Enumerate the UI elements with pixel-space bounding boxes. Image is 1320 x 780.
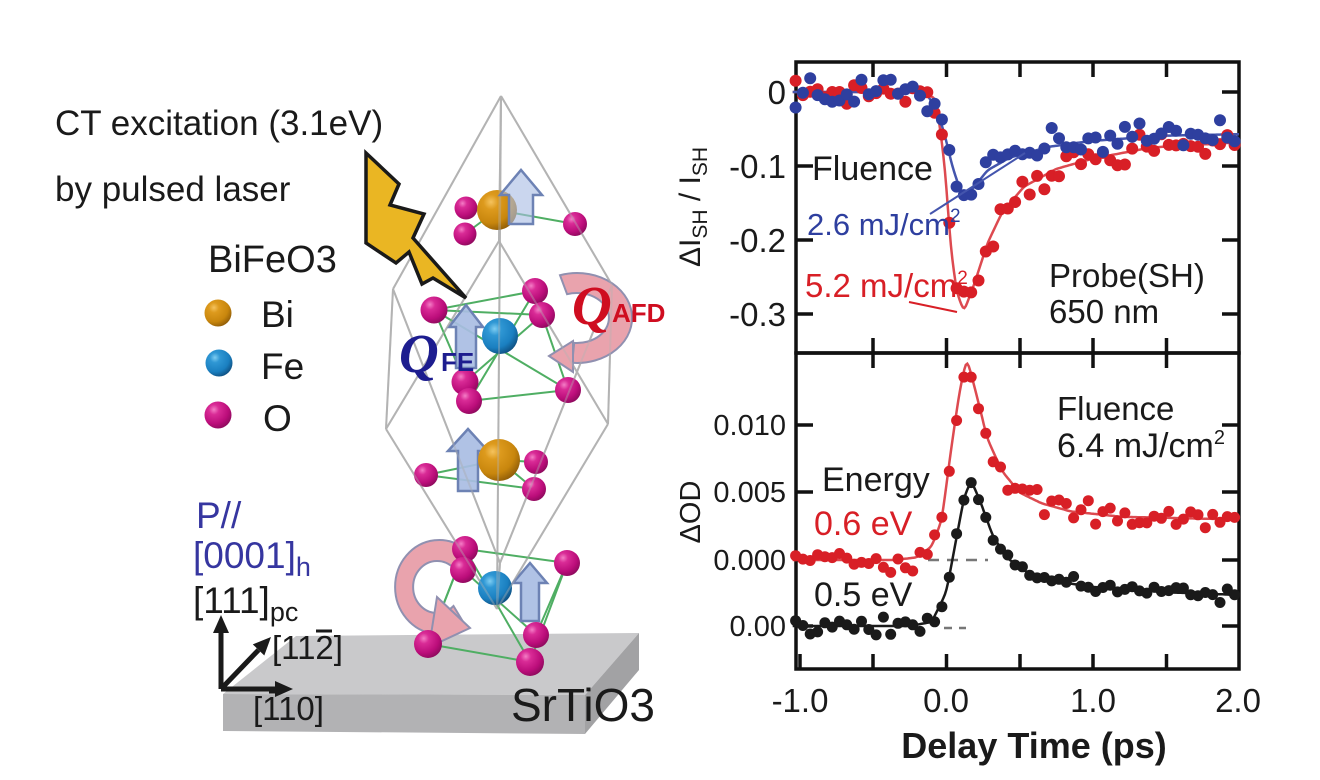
svg-text:BiFeO3: BiFeO3 xyxy=(208,239,337,281)
svg-text:O: O xyxy=(263,398,292,439)
svg-text:SrTiO3: SrTiO3 xyxy=(511,679,655,731)
svg-text:[112]: [112] xyxy=(272,629,343,666)
svg-text:Q: Q xyxy=(399,323,439,384)
svg-text:0.00: 0.00 xyxy=(730,611,786,643)
svg-text:0: 0 xyxy=(768,74,786,111)
svg-text:-0.2: -0.2 xyxy=(729,222,786,259)
svg-text:Fluence: Fluence xyxy=(1057,390,1174,427)
svg-text:by pulsed laser: by pulsed laser xyxy=(55,170,291,209)
svg-text:Energy: Energy xyxy=(822,461,930,499)
svg-text:2.6 mJ/cm2: 2.6 mJ/cm2 xyxy=(807,206,961,242)
svg-text:ΔISH / ISH: ΔISH / ISH xyxy=(674,147,712,267)
svg-text:0.6 eV: 0.6 eV xyxy=(814,505,913,543)
svg-text:-0.3: -0.3 xyxy=(729,296,786,333)
svg-text:FE: FE xyxy=(441,347,474,377)
svg-text:Delay Time (ps): Delay Time (ps) xyxy=(901,725,1166,766)
svg-text:0.005: 0.005 xyxy=(713,477,786,509)
svg-text:Fluence: Fluence xyxy=(812,150,933,188)
svg-text:-1.0: -1.0 xyxy=(772,682,829,719)
svg-text:Probe(SH): Probe(SH) xyxy=(1049,257,1205,294)
svg-text:0.5 eV: 0.5 eV xyxy=(814,576,913,614)
svg-text:P//: P// xyxy=(196,495,242,536)
svg-text:2.0: 2.0 xyxy=(1215,682,1261,719)
svg-text:ΔOD: ΔOD xyxy=(675,481,707,544)
svg-text:0.010: 0.010 xyxy=(713,410,786,442)
svg-text:0.0: 0.0 xyxy=(923,682,969,719)
svg-text:1.0: 1.0 xyxy=(1070,682,1116,719)
svg-text:[0001]h: [0001]h xyxy=(193,535,311,582)
svg-text:650 nm: 650 nm xyxy=(1049,293,1159,330)
svg-text:AFD: AFD xyxy=(612,298,665,328)
svg-text:Fe: Fe xyxy=(261,346,304,387)
svg-text:6.4 mJ/cm2: 6.4 mJ/cm2 xyxy=(1057,427,1225,465)
svg-text:-0.1: -0.1 xyxy=(729,148,786,185)
svg-text:[110]: [110] xyxy=(253,690,324,727)
svg-text:Bi: Bi xyxy=(261,294,294,335)
svg-text:CT excitation (3.1eV): CT excitation (3.1eV) xyxy=(55,104,383,143)
svg-text:Q: Q xyxy=(572,275,612,336)
svg-text:0.000: 0.000 xyxy=(713,545,786,577)
svg-text:5.2 mJ/cm2: 5.2 mJ/cm2 xyxy=(805,267,968,304)
